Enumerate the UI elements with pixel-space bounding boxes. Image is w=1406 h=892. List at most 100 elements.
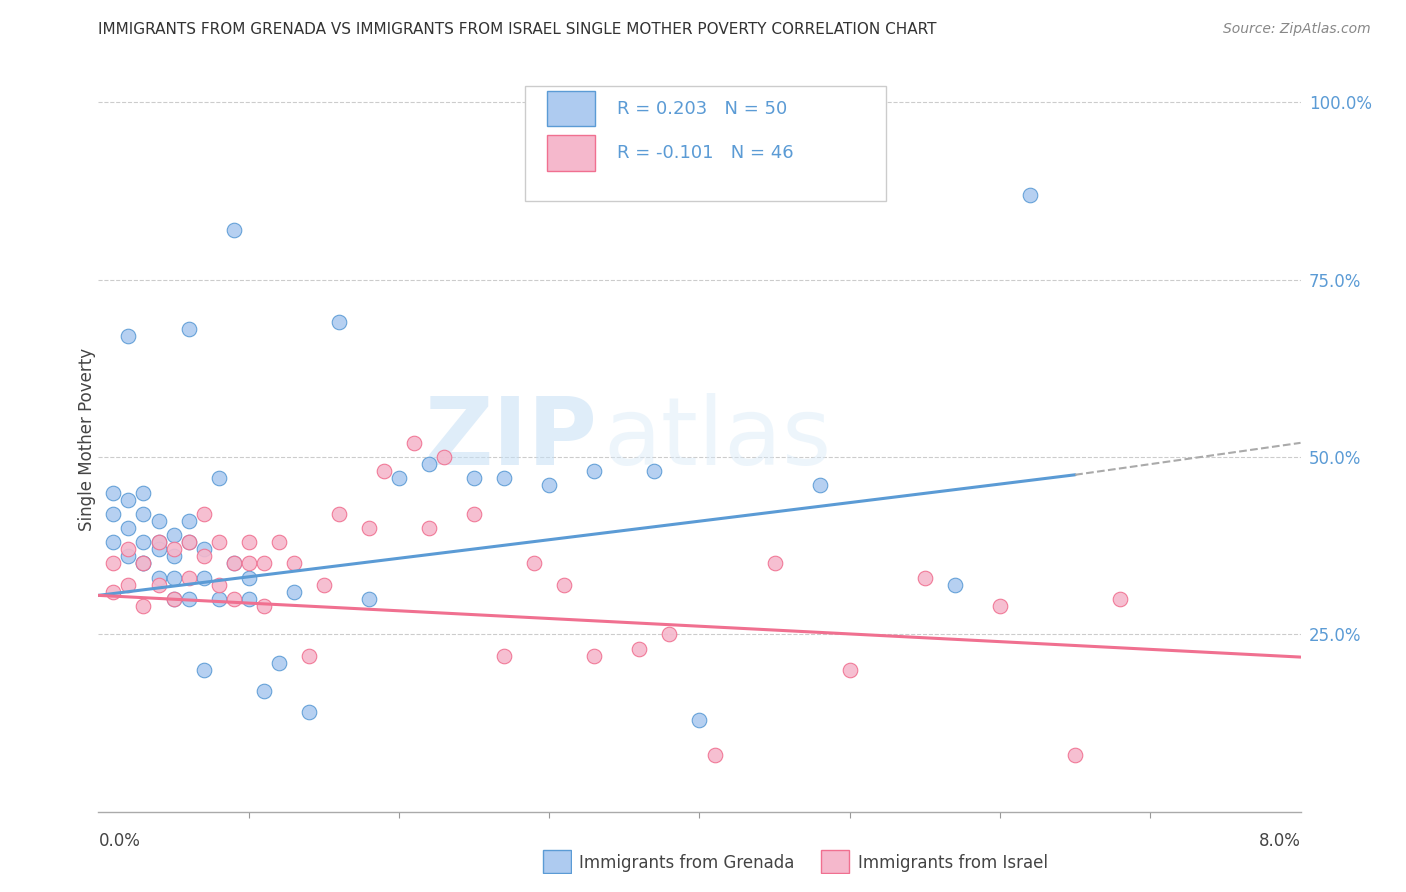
- Point: [148, 535, 170, 549]
- Point: [222, 591, 245, 606]
- Point: [763, 557, 786, 571]
- Point: [583, 648, 606, 663]
- Point: [628, 641, 651, 656]
- Point: [914, 571, 936, 585]
- Point: [523, 557, 546, 571]
- Point: [253, 684, 276, 698]
- Point: [643, 464, 665, 478]
- Point: [418, 457, 440, 471]
- Point: [103, 485, 125, 500]
- Point: [132, 557, 155, 571]
- Point: [494, 471, 516, 485]
- Point: [193, 571, 215, 585]
- Point: [1019, 187, 1042, 202]
- Point: [943, 578, 966, 592]
- Point: [148, 514, 170, 528]
- Point: [283, 557, 305, 571]
- Point: [162, 591, 184, 606]
- Point: [553, 578, 575, 592]
- Point: [238, 591, 260, 606]
- Text: Immigrants from Grenada: Immigrants from Grenada: [579, 854, 794, 871]
- Point: [148, 542, 170, 557]
- Point: [103, 535, 125, 549]
- Point: [132, 485, 155, 500]
- Text: Immigrants from Israel: Immigrants from Israel: [858, 854, 1047, 871]
- Point: [193, 507, 215, 521]
- Point: [433, 450, 456, 464]
- Point: [162, 571, 184, 585]
- Point: [117, 492, 139, 507]
- Point: [117, 549, 139, 564]
- Point: [298, 648, 321, 663]
- Point: [703, 747, 725, 762]
- Point: [177, 591, 200, 606]
- Point: [177, 535, 200, 549]
- Point: [162, 528, 184, 542]
- Point: [267, 535, 290, 549]
- Point: [162, 549, 184, 564]
- Text: ZIP: ZIP: [425, 393, 598, 485]
- Point: [222, 223, 245, 237]
- Point: [177, 514, 200, 528]
- Text: R = -0.101   N = 46: R = -0.101 N = 46: [617, 145, 793, 162]
- Point: [838, 663, 860, 677]
- Point: [103, 557, 125, 571]
- Point: [193, 663, 215, 677]
- Point: [253, 599, 276, 613]
- Point: [312, 578, 335, 592]
- Point: [103, 584, 125, 599]
- Point: [117, 578, 139, 592]
- Y-axis label: Single Mother Poverty: Single Mother Poverty: [79, 348, 96, 531]
- Point: [253, 557, 276, 571]
- Point: [162, 591, 184, 606]
- Text: 8.0%: 8.0%: [1258, 831, 1301, 849]
- Point: [238, 571, 260, 585]
- Point: [583, 464, 606, 478]
- FancyBboxPatch shape: [526, 86, 886, 201]
- Point: [132, 557, 155, 571]
- Point: [177, 535, 200, 549]
- Point: [328, 315, 350, 329]
- Point: [688, 713, 710, 727]
- Point: [132, 599, 155, 613]
- Point: [132, 535, 155, 549]
- Point: [1109, 591, 1132, 606]
- Point: [132, 507, 155, 521]
- Point: [538, 478, 561, 492]
- Point: [357, 521, 380, 535]
- Point: [267, 656, 290, 670]
- Bar: [547, 136, 595, 171]
- Point: [193, 542, 215, 557]
- Point: [238, 535, 260, 549]
- Point: [117, 542, 139, 557]
- Point: [1064, 747, 1087, 762]
- Point: [132, 557, 155, 571]
- Bar: [547, 91, 595, 127]
- Point: [208, 535, 231, 549]
- Point: [463, 471, 485, 485]
- Text: 0.0%: 0.0%: [98, 831, 141, 849]
- Point: [193, 549, 215, 564]
- Point: [373, 464, 395, 478]
- Point: [402, 435, 425, 450]
- Point: [177, 571, 200, 585]
- Point: [298, 706, 321, 720]
- Point: [463, 507, 485, 521]
- Point: [494, 648, 516, 663]
- Text: IMMIGRANTS FROM GRENADA VS IMMIGRANTS FROM ISRAEL SINGLE MOTHER POVERTY CORRELAT: IMMIGRANTS FROM GRENADA VS IMMIGRANTS FR…: [98, 22, 936, 37]
- Text: atlas: atlas: [603, 393, 831, 485]
- Point: [148, 571, 170, 585]
- Point: [177, 322, 200, 336]
- Point: [103, 507, 125, 521]
- Point: [988, 599, 1011, 613]
- Point: [117, 329, 139, 343]
- Point: [328, 507, 350, 521]
- Point: [222, 557, 245, 571]
- Point: [208, 578, 231, 592]
- Point: [208, 591, 231, 606]
- Point: [808, 478, 831, 492]
- Point: [117, 521, 139, 535]
- Point: [148, 578, 170, 592]
- Text: Source: ZipAtlas.com: Source: ZipAtlas.com: [1223, 22, 1371, 37]
- Point: [162, 542, 184, 557]
